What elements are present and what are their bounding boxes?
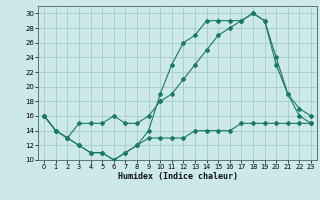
X-axis label: Humidex (Indice chaleur): Humidex (Indice chaleur) [118, 172, 238, 181]
